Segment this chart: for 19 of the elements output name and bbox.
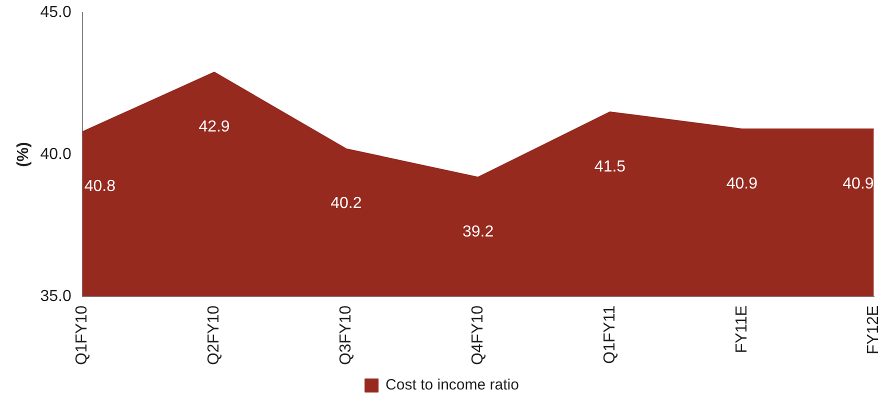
x-tick-label: Q1FY10 [74,305,91,366]
data-label: 40.8 [84,178,116,196]
data-label: 40.9 [842,175,874,192]
data-label: 41.5 [594,158,626,176]
data-label: 39.2 [462,224,494,241]
y-axis-title: (%) [15,142,32,167]
x-tick-label: Q2FY10 [206,305,223,366]
x-tick-label: FY12E [865,305,882,354]
x-tick-label: Q4FY10 [469,305,486,366]
y-tick-label: 45.0 [40,4,72,22]
x-tick-label: FY11E [733,305,750,354]
data-label: 40.2 [330,195,362,212]
data-label: 42.9 [198,118,230,136]
data-label: 40.9 [726,175,758,192]
y-tick-label: 35.0 [40,288,72,305]
y-tick-label: 40.0 [40,146,72,163]
x-tick-label: Q1FY11 [601,305,618,364]
legend-label: Cost to income ratio [386,376,519,394]
x-tick-label: Q3FY10 [338,305,355,366]
